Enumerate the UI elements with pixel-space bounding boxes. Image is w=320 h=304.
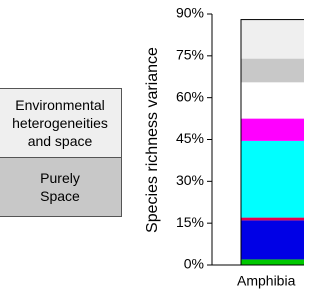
legend-label: Environmental heterogeneities and space — [12, 97, 108, 149]
legend-label: Purely Space — [40, 170, 80, 204]
y-tick-label: 75% — [176, 47, 204, 63]
bar-segment — [241, 259, 304, 265]
y-tick-label: 15% — [176, 214, 204, 230]
page: {"chart_data": { "type": "stacked-bar", … — [0, 4, 304, 289]
legend-item: Purely Space — [0, 158, 122, 217]
y-tick-label: 60% — [176, 88, 204, 104]
y-tick-label: 90% — [176, 5, 204, 21]
y-tick-label: 45% — [176, 130, 204, 146]
bar-segment — [241, 140, 304, 218]
x-tick-label: Amphibia — [237, 273, 296, 289]
bar-segment — [241, 82, 304, 119]
bar-segment — [241, 217, 304, 221]
legend-item: Environmental heterogeneities and space — [0, 88, 122, 158]
bar-segment — [241, 220, 304, 260]
legend: Environmental heterogeneities and space P… — [0, 88, 122, 217]
y-tick-label: 0% — [184, 256, 204, 272]
y-axis-title: Species richness variance — [144, 47, 161, 233]
bar-segment — [241, 19, 304, 59]
bar-segment — [241, 58, 304, 83]
bar-segment — [241, 118, 304, 141]
y-tick-label: 30% — [176, 172, 204, 188]
chart: Species richness variance Amphibia 0% 15% 3… — [144, 5, 304, 289]
